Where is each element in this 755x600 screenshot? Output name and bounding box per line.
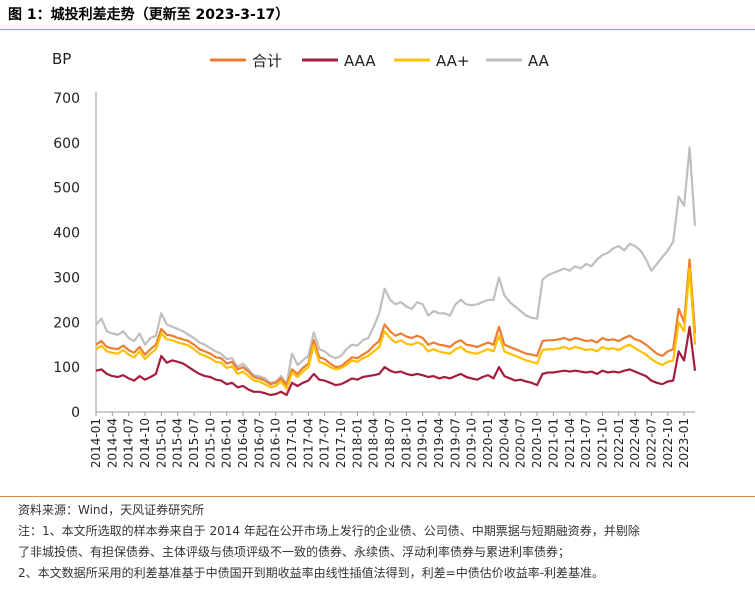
- x-tick-label: 2020-07: [514, 418, 528, 468]
- legend-label: AA: [528, 52, 550, 70]
- notes-block: 资料来源：Wind，天风证券研究所 注：1、本文所选取的样本券来自于 2014 …: [18, 500, 748, 584]
- x-tick-label: 2016-04: [236, 418, 250, 468]
- x-tick-label: 2020-01: [481, 418, 495, 468]
- x-tick-label: 2016-01: [220, 418, 234, 468]
- x-tick-label: 2016-10: [269, 418, 283, 468]
- x-tick-label: 2017-01: [285, 418, 299, 468]
- y-tick-label: 500: [53, 181, 80, 197]
- series-lines: [95, 146, 697, 397]
- note-line: 注：1、本文所选取的样本券来自于 2014 年起在公开市场上发行的企业债、公司债…: [18, 524, 640, 538]
- x-tick-label: 2019-04: [432, 418, 446, 468]
- series-line-合计: [95, 258, 697, 387]
- x-tick-label: 2014-07: [122, 418, 136, 468]
- series-line-AA+: [95, 267, 697, 390]
- legend-item: AA: [486, 52, 550, 70]
- legend-label: AAA: [344, 52, 376, 70]
- x-tick-label: 2017-10: [334, 418, 348, 468]
- x-tick-label: 2015-01: [154, 418, 168, 468]
- x-tick-label: 2019-01: [416, 418, 430, 468]
- x-tick-label: 2018-07: [383, 418, 397, 468]
- legend-item: AAA: [302, 52, 376, 70]
- x-tick-label: 2016-07: [252, 418, 266, 468]
- x-tick-label: 2014-01: [89, 418, 103, 468]
- x-tick-label: 2022-01: [612, 418, 626, 468]
- legend-label: 合计: [252, 52, 282, 70]
- x-tick-label: 2017-04: [301, 418, 315, 468]
- note-line: 了非城投债、有担保债券、主体评级与债项评级不一致的债券、永续债、浮动利率债券与累…: [18, 545, 571, 559]
- y-tick-label: 300: [53, 270, 80, 286]
- legend-label: AA+: [436, 52, 470, 70]
- x-tick-label: 2015-07: [187, 418, 201, 468]
- y-tick-label: 400: [53, 226, 80, 242]
- y-axis-label: BP: [52, 50, 71, 68]
- x-tick-label: 2020-10: [530, 418, 544, 468]
- series-line-AA: [95, 146, 697, 386]
- x-axis: 2014-01 2014-04 2014-07 2014-10 2015-01 2015-…: [89, 411, 695, 468]
- x-tick-label: 2019-10: [465, 418, 479, 468]
- x-tick-label: 2018-04: [367, 418, 381, 468]
- x-tick-label: 2022-07: [644, 418, 658, 468]
- y-tick-label: 700: [53, 91, 80, 107]
- x-tick-label: 2021-04: [563, 418, 577, 468]
- legend-item: AA+: [394, 52, 470, 70]
- x-tick-label: 2022-04: [628, 418, 642, 468]
- legend: 合计 AAA AA+ AA: [210, 52, 550, 70]
- x-tick-label: 2018-01: [350, 418, 364, 468]
- x-tick-label: 2015-10: [203, 418, 217, 468]
- x-tick-label: 2021-07: [579, 418, 593, 468]
- title-rule: [0, 29, 755, 30]
- y-tick-label: 100: [53, 360, 80, 376]
- x-tick-label: 2019-07: [448, 418, 462, 468]
- y-tick-label: 0: [71, 405, 80, 421]
- x-tick-label: 2020-04: [497, 418, 511, 468]
- series-line-AAA: [95, 325, 697, 397]
- notes-rule: [0, 496, 755, 497]
- x-tick-label: 2015-04: [171, 418, 185, 468]
- x-tick-label: 2021-10: [595, 418, 609, 468]
- legend-item: 合计: [210, 52, 282, 70]
- x-tick-label: 2022-10: [661, 418, 675, 468]
- y-tick-label: 200: [53, 315, 80, 331]
- note-line: 2、本文数据所采用的利差基准基于中债国开到期收益率由线性插值法得到，利差=中债估…: [18, 566, 605, 580]
- x-tick-label: 2021-01: [546, 418, 560, 468]
- x-tick-label: 2018-10: [399, 418, 413, 468]
- y-axis: 0 100 200 300 400 500 600 700: [53, 91, 97, 421]
- y-tick-label: 600: [53, 136, 80, 152]
- source-note: 资料来源：Wind，天风证券研究所: [18, 503, 205, 517]
- x-tick-label: 2014-10: [138, 418, 152, 468]
- x-tick-label: 2017-07: [318, 418, 332, 468]
- x-tick-label: 2023-01: [677, 418, 691, 468]
- line-chart: BP 合计 AAA AA+ AA 0 100 200 300 400 500 600 700 201…: [52, 50, 697, 468]
- figure-title: 图 1：城投利差走势（更新至 2023-3-17）: [8, 7, 290, 23]
- x-tick-label: 2014-04: [105, 418, 119, 468]
